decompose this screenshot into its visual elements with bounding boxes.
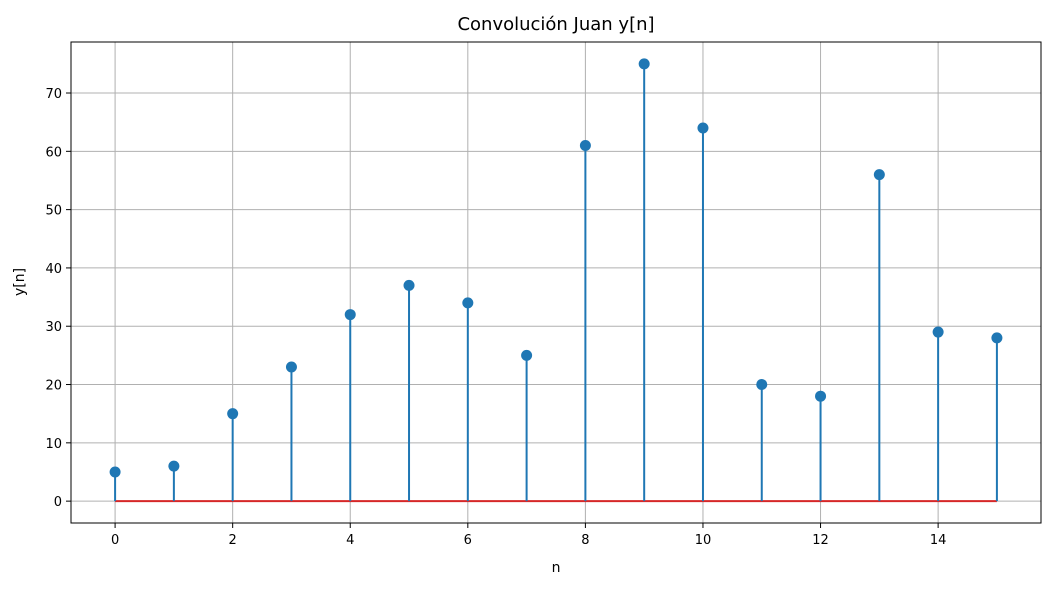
x-tick-label: 14: [930, 533, 947, 548]
x-tick-label: 4: [346, 533, 354, 548]
stem-marker: [991, 332, 1003, 344]
grid: [71, 42, 1041, 523]
y-tick-label: 0: [54, 495, 62, 510]
markers: [109, 58, 1003, 478]
x-tick-label: 0: [111, 533, 119, 548]
stem-marker: [638, 58, 650, 70]
y-axis-label: y[n]: [12, 268, 28, 296]
stem-marker: [932, 326, 944, 338]
stem-marker: [168, 460, 180, 472]
stem-marker: [521, 349, 533, 361]
stem-marker: [756, 379, 768, 391]
stem-marker: [344, 309, 356, 321]
stem-marker: [462, 297, 474, 309]
y-tick-label: 20: [45, 379, 62, 394]
stem-marker: [697, 122, 709, 134]
stem-marker: [403, 279, 415, 291]
stem-marker: [579, 139, 591, 151]
x-tick-label: 6: [464, 533, 472, 548]
stem-marker: [109, 466, 121, 478]
y-tick-label: 40: [45, 262, 62, 277]
x-tick-label: 8: [581, 533, 589, 548]
x-tick-label: 12: [812, 533, 829, 548]
y-tick-label: 10: [45, 437, 62, 452]
stem-marker: [815, 390, 827, 402]
y-tick-label: 30: [45, 320, 62, 335]
stem-marker: [285, 361, 297, 373]
chart-title: Convolución Juan y[n]: [457, 14, 654, 35]
x-axis-ticks: 0 2 4 6 8 10 12 14: [111, 523, 946, 548]
x-axis-label: n: [552, 560, 561, 576]
x-tick-label: 10: [695, 533, 712, 548]
stem-marker: [227, 408, 239, 420]
stems: [114, 63, 998, 502]
plot-frame: [70, 41, 1042, 524]
x-tick-label: 2: [229, 533, 237, 548]
y-tick-label: 60: [45, 145, 62, 160]
y-tick-label: 50: [45, 204, 62, 219]
y-tick-label: 70: [45, 87, 62, 102]
stem-marker: [873, 169, 885, 181]
y-axis-ticks: 0 10 20 30 40 50 60 70: [45, 87, 71, 510]
